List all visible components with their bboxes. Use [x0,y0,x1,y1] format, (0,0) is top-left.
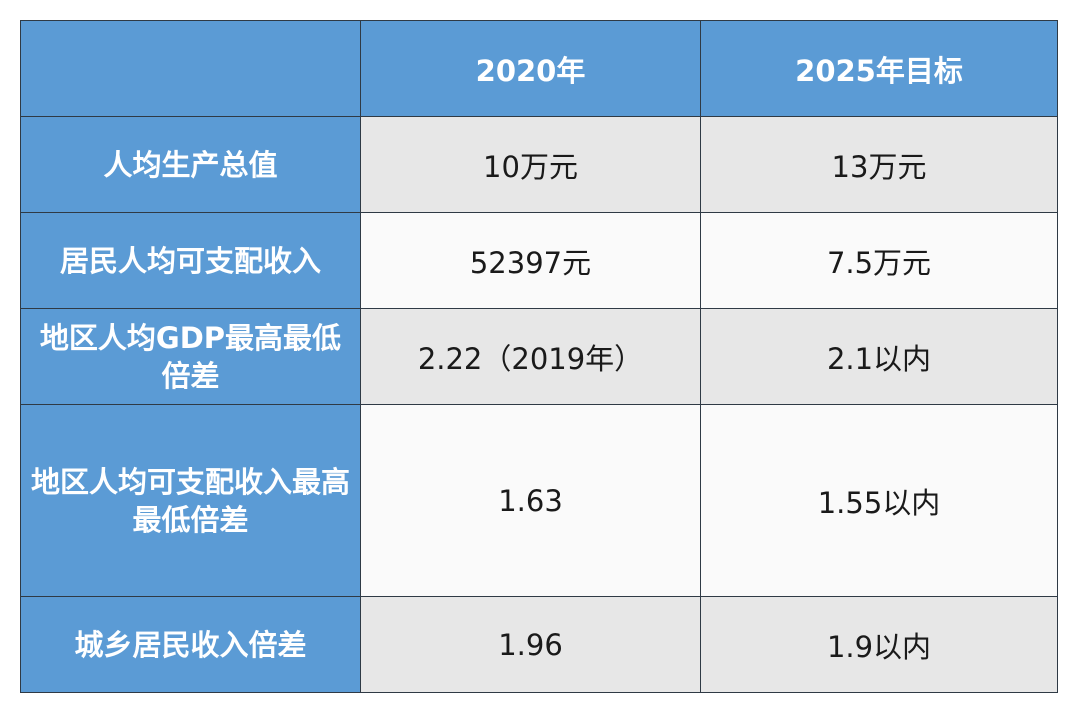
table-header-row: 2020年 2025年目标 [20,20,1058,117]
value-2025: 1.9以内 [700,596,1058,693]
value-2020: 1.96 [360,596,701,693]
table-row: 地区人均GDP最高最低倍差 2.22（2019年） 2.1以内 [20,308,1058,405]
row-label: 人均生产总值 [20,116,361,213]
header-2020: 2020年 [360,20,701,117]
value-2020: 52397元 [360,212,701,309]
row-label: 地区人均GDP最高最低倍差 [20,308,361,405]
value-2020: 2.22（2019年） [360,308,701,405]
value-2025: 13万元 [700,116,1058,213]
table-container: 2020年 2025年目标 人均生产总值 10万元 13万元 居民人均可支配收入… [20,20,1058,693]
header-corner-cell [20,20,361,117]
row-label: 地区人均可支配收入最高最低倍差 [20,404,361,597]
value-2020: 1.63 [360,404,701,597]
table-row: 地区人均可支配收入最高最低倍差 1.63 1.55以内 [20,404,1058,597]
value-2025: 7.5万元 [700,212,1058,309]
table-row: 人均生产总值 10万元 13万元 [20,116,1058,213]
value-2025: 2.1以内 [700,308,1058,405]
row-label: 城乡居民收入倍差 [20,596,361,693]
header-2025-target: 2025年目标 [700,20,1058,117]
table-row: 城乡居民收入倍差 1.96 1.9以内 [20,596,1058,693]
row-label: 居民人均可支配收入 [20,212,361,309]
table-row: 居民人均可支配收入 52397元 7.5万元 [20,212,1058,309]
targets-table: 2020年 2025年目标 人均生产总值 10万元 13万元 居民人均可支配收入… [20,20,1058,693]
value-2020: 10万元 [360,116,701,213]
value-2025: 1.55以内 [700,404,1058,597]
